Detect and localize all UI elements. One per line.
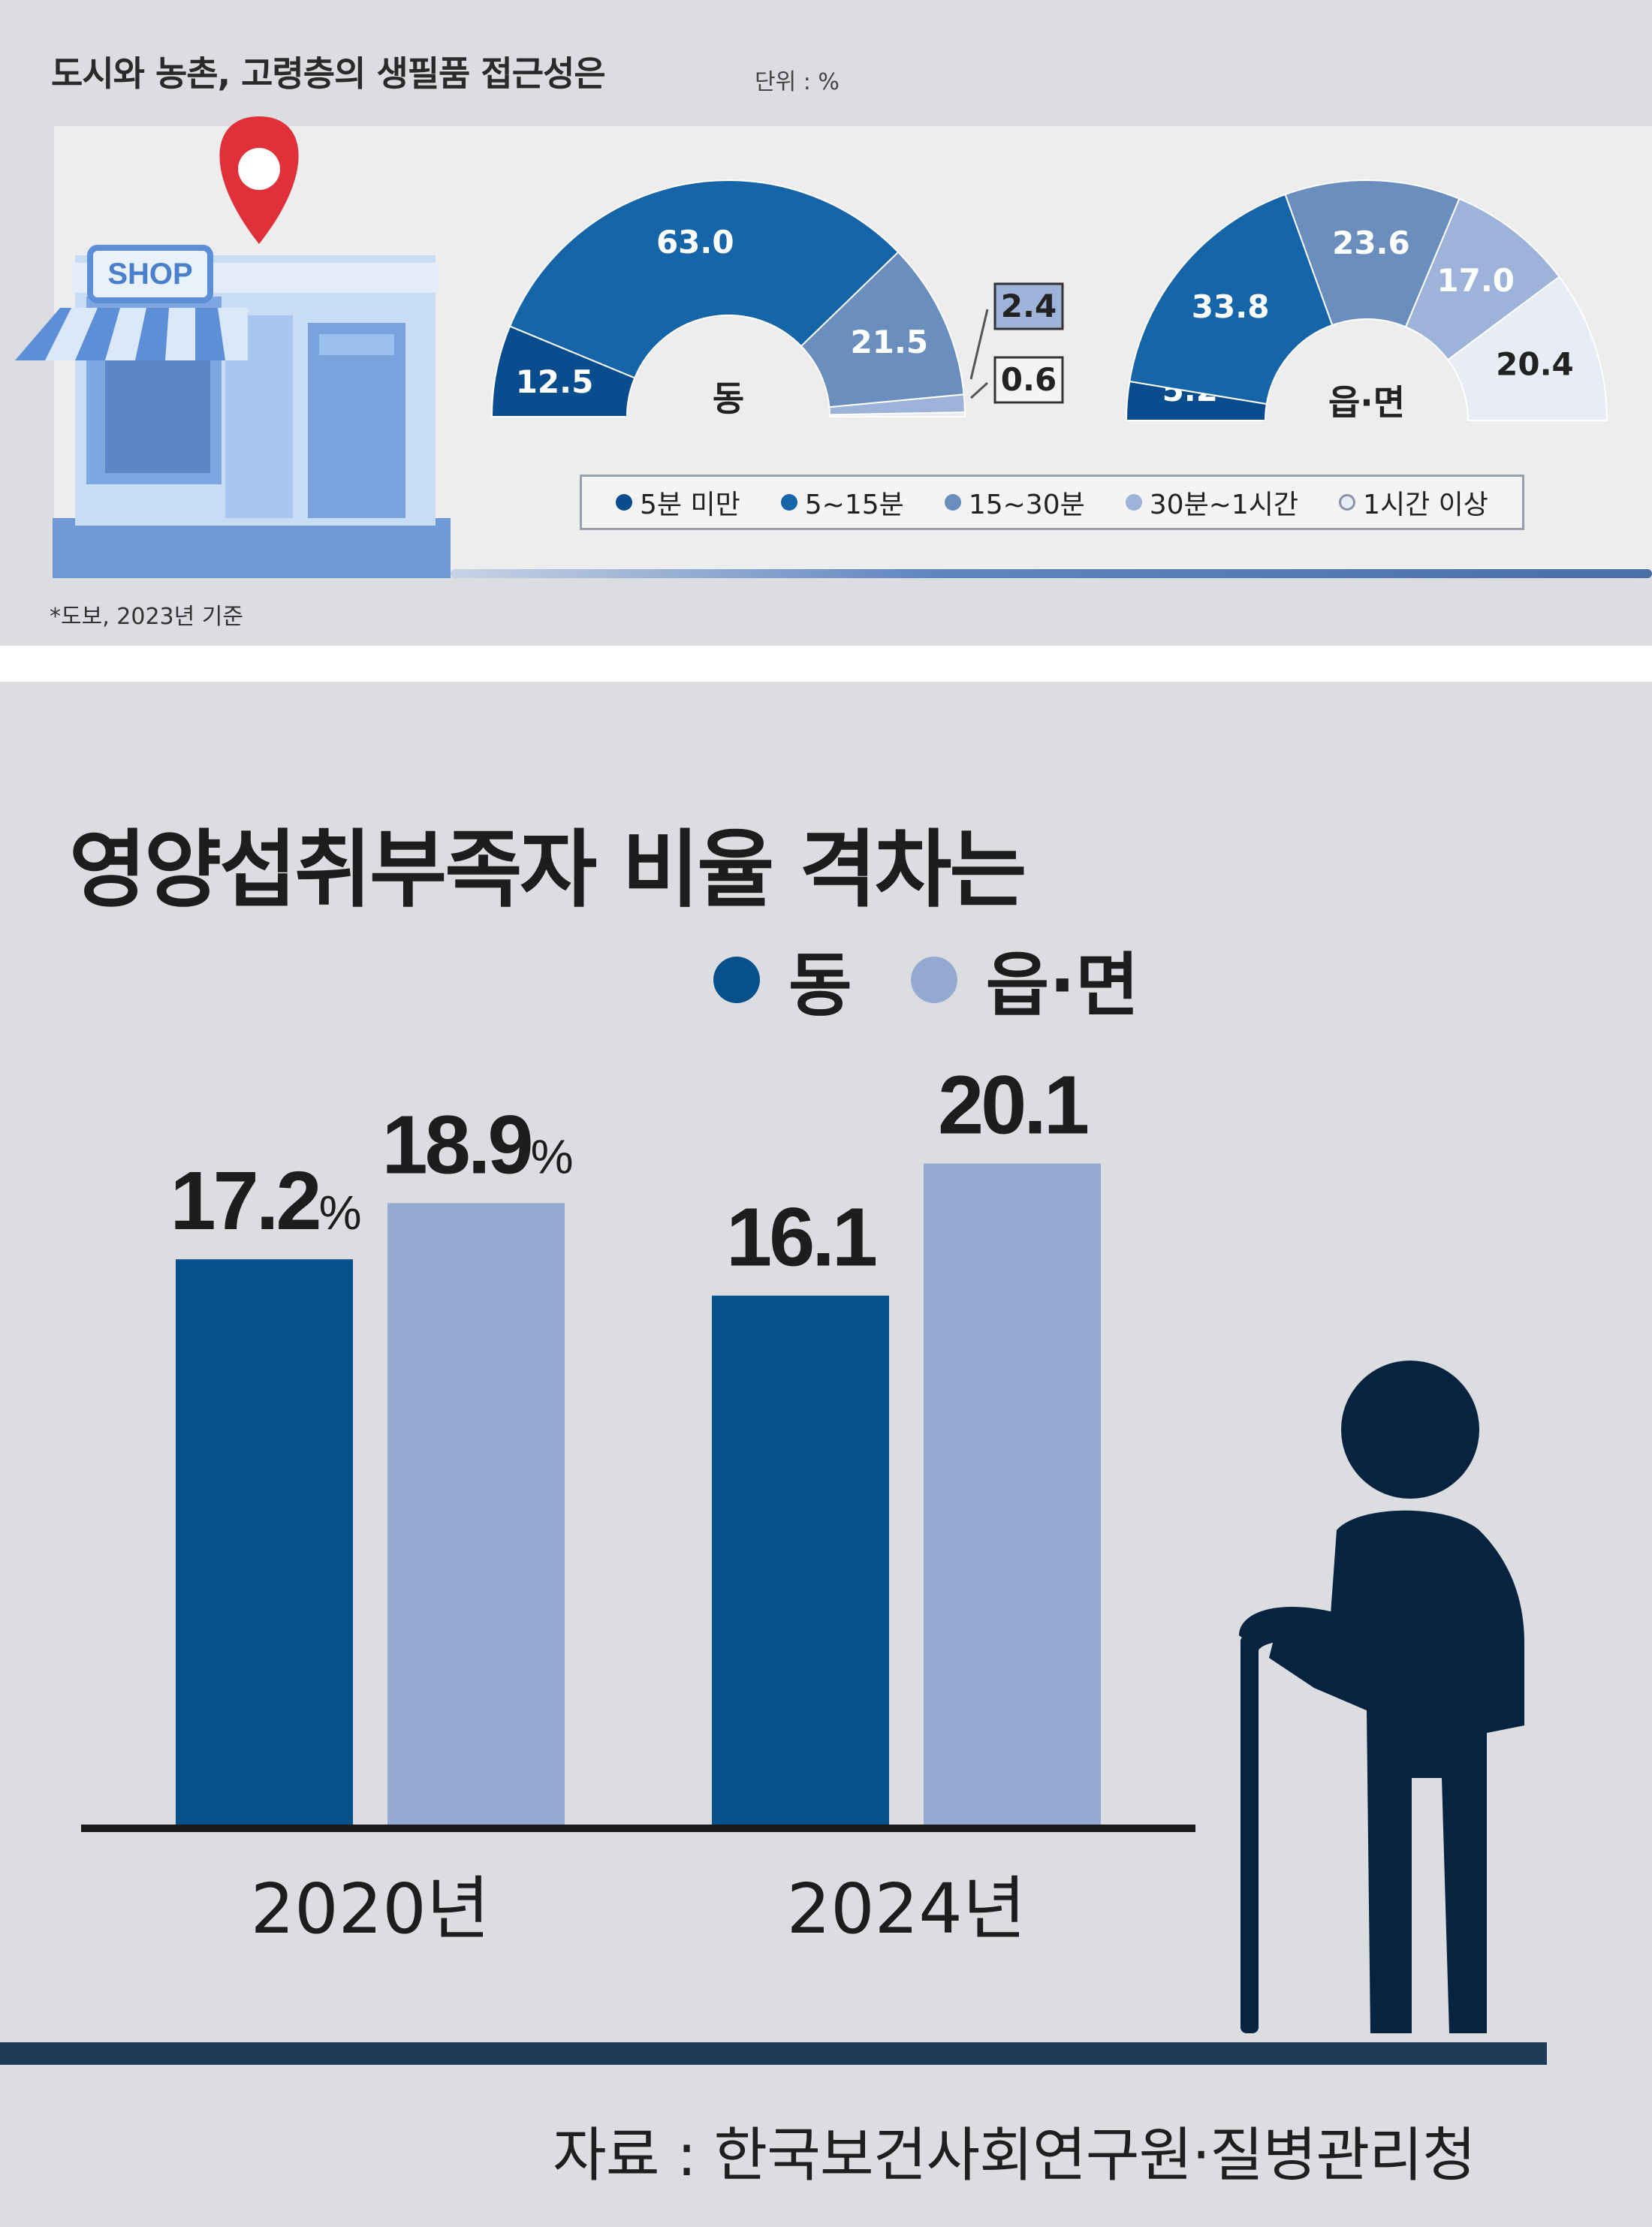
awning-icon: [15, 308, 248, 360]
donut-0-label-2: 21.5: [851, 324, 929, 360]
shop-sign-text: SHOP: [107, 258, 192, 291]
bar-0-0: [176, 1259, 353, 1828]
legend-label: 30분~1시간: [1149, 490, 1299, 520]
footnote: *도보, 2023년 기준: [50, 604, 243, 630]
legend-label: 5~15분: [804, 490, 904, 520]
legend-item: 5분 미만: [616, 483, 740, 522]
legend-swatch: [1339, 494, 1356, 511]
shop-building-icon: [53, 255, 451, 578]
legend-label: 1시간 이상: [1363, 490, 1488, 520]
ground-line: [0, 2042, 1547, 2065]
donut-0-callout-line-4: [969, 381, 989, 399]
legend-item: 동: [713, 930, 852, 1029]
shop-illustration: SHOP: [15, 116, 451, 578]
x-axis-baseline: [81, 1825, 1195, 1832]
donut-1-segment-4: [1446, 276, 1608, 421]
nutrition-panel: 영양섭취부족자 비율 격차는 동 읍·면 17.2% 18.9% 2020년 16.1 2…: [0, 682, 1652, 2227]
donut-1-label-3: 17.0: [1436, 262, 1515, 299]
legend-swatch: [944, 494, 961, 511]
donut-0-label-1: 63.0: [656, 224, 734, 261]
access-donut-charts: 12.563.021.52.40.6동5.233.823.617.020.4읍·…: [490, 179, 1608, 423]
bar-label-1-1: 20.1: [938, 1059, 1088, 1152]
nutrition-legend: 동 읍·면: [713, 930, 1198, 1029]
legend-swatch: [910, 956, 957, 1003]
donut-1-segment-1: [1129, 193, 1334, 405]
access-legend: 5분 미만 5~15분 15~30분 30분~1시간 1시간 이상: [580, 475, 1524, 530]
donut-0-center-label: 동: [713, 378, 744, 419]
donut-1-segment-2: [1284, 179, 1461, 328]
map-pin-icon: [219, 116, 299, 244]
donut-0-callout-box-3: [993, 282, 1064, 330]
legend-swatch: [616, 494, 633, 511]
access-chart-title: 도시와 농촌, 고령층의 생필품 접근성은: [51, 53, 606, 94]
legend-label: 읍·면: [985, 945, 1139, 1026]
donut-0-segment-2: [800, 251, 965, 408]
shop-sign: SHOP: [87, 245, 213, 303]
bar-label-0-0: 17.2%: [170, 1155, 360, 1247]
donut-1-center-label: 읍·면: [1328, 382, 1405, 423]
donut-1-label-1: 33.8: [1192, 288, 1270, 325]
donut-1-label-2: 23.6: [1332, 225, 1410, 261]
donut-0-label-3: 2.4: [1001, 288, 1057, 324]
donut-1-label-4: 20.4: [1496, 346, 1574, 383]
donut-0-segment-1: [508, 179, 900, 379]
nutrition-chart-title: 영양섭취부족자 비율 격차는: [69, 821, 1026, 919]
bar-label-0-1: 18.9%: [382, 1098, 572, 1191]
category-label-0: 2020년: [251, 1869, 490, 1949]
legend-item: 1시간 이상: [1339, 483, 1488, 522]
legend-swatch: [1125, 494, 1142, 511]
donut-0-callout-box-4: [993, 356, 1064, 404]
elderly-person-icon: [1239, 1361, 1524, 2033]
legend-label: 15~30분: [968, 490, 1085, 520]
bar-1-1: [924, 1163, 1101, 1828]
floor-line: [451, 569, 1652, 578]
legend-item: 읍·면: [910, 930, 1139, 1029]
legend-item: 30분~1시간: [1125, 483, 1299, 522]
donut-0-segment-4: [828, 411, 966, 417]
category-label-1: 2024년: [787, 1869, 1026, 1949]
legend-label: 5분 미만: [640, 490, 740, 520]
nutrition-bar-chart: 17.2%18.9% 2020년 16.1 20.1 2024년: [81, 1059, 1195, 1949]
legend-item: 15~30분: [944, 483, 1085, 522]
unit-label: 단위 : %: [755, 69, 840, 95]
donut-0-callout-line-3: [969, 309, 989, 380]
bar-label-1-0: 16.1: [726, 1192, 876, 1284]
donut-0-label-0: 12.5: [516, 363, 594, 400]
legend-swatch: [713, 956, 760, 1003]
donut-0-label-4: 0.6: [1001, 361, 1057, 398]
bar-0-1: [387, 1203, 565, 1828]
legend-label: 동: [788, 945, 852, 1026]
source-credit: 자료 : 한국보건사회연구원·질병관리청: [553, 2122, 1476, 2189]
bar-1-0: [712, 1295, 889, 1828]
legend-item: 5~15분: [780, 483, 904, 522]
legend-swatch: [780, 494, 797, 511]
access-panel: 도시와 농촌, 고령층의 생필품 접근성은 단위 : % SHO: [0, 0, 1652, 646]
